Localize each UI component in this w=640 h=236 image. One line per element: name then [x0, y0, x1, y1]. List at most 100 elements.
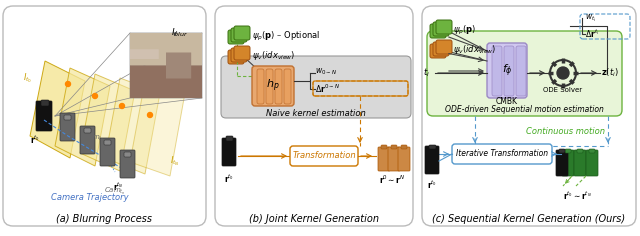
Text: (a) Blurring Process: (a) Blurring Process [56, 214, 152, 224]
Polygon shape [30, 61, 85, 158]
Text: $t_i$: $t_i$ [423, 67, 430, 79]
FancyBboxPatch shape [290, 146, 358, 166]
Text: $Cam_{t_0}$: $Cam_{t_0}$ [83, 132, 105, 143]
FancyBboxPatch shape [433, 42, 449, 56]
FancyBboxPatch shape [556, 150, 568, 176]
FancyBboxPatch shape [401, 145, 407, 149]
Text: Continuous motion: Continuous motion [525, 126, 605, 135]
FancyBboxPatch shape [422, 6, 636, 226]
FancyBboxPatch shape [221, 56, 411, 118]
FancyBboxPatch shape [562, 150, 574, 176]
Text: $I_{blur}$: $I_{blur}$ [172, 27, 189, 39]
FancyBboxPatch shape [378, 147, 390, 171]
Text: $Cam_{t_n}$: $Cam_{t_n}$ [104, 186, 126, 197]
FancyBboxPatch shape [436, 20, 452, 34]
Text: $\psi_p(\mathbf{p})$: $\psi_p(\mathbf{p})$ [453, 23, 476, 37]
Circle shape [557, 67, 569, 79]
FancyBboxPatch shape [589, 149, 595, 153]
Text: $\mathbf{r}^{t_0}$: $\mathbf{r}^{t_0}$ [427, 179, 437, 191]
FancyBboxPatch shape [231, 28, 247, 42]
Polygon shape [105, 78, 160, 174]
FancyBboxPatch shape [3, 6, 206, 226]
FancyBboxPatch shape [226, 136, 233, 141]
FancyBboxPatch shape [130, 33, 202, 66]
Text: $\psi_v(idx_{view})$: $\psi_v(idx_{view})$ [252, 50, 296, 63]
Text: $\psi_p(\mathbf{p})$ – Optional: $\psi_p(\mathbf{p})$ – Optional [252, 30, 320, 42]
Text: $w_{t_i}$: $w_{t_i}$ [585, 12, 596, 24]
FancyBboxPatch shape [266, 69, 273, 104]
Circle shape [120, 104, 125, 109]
FancyBboxPatch shape [130, 66, 202, 98]
Circle shape [147, 113, 152, 118]
Polygon shape [55, 68, 110, 166]
FancyBboxPatch shape [284, 69, 291, 104]
Text: $\mathbf{r}^{t_0}\sim\mathbf{r}^{t_N}$: $\mathbf{r}^{t_0}\sim\mathbf{r}^{t_N}$ [563, 190, 591, 202]
Text: $I_{t_0}$: $I_{t_0}$ [24, 71, 33, 85]
FancyBboxPatch shape [36, 101, 52, 131]
FancyBboxPatch shape [391, 145, 397, 149]
FancyBboxPatch shape [104, 140, 111, 145]
FancyBboxPatch shape [586, 150, 598, 176]
FancyBboxPatch shape [130, 33, 202, 98]
FancyBboxPatch shape [41, 100, 49, 106]
FancyBboxPatch shape [234, 26, 250, 40]
FancyBboxPatch shape [257, 69, 264, 104]
Polygon shape [80, 74, 135, 171]
FancyBboxPatch shape [574, 150, 586, 176]
FancyBboxPatch shape [84, 128, 91, 133]
Text: Camera Trajectory: Camera Trajectory [51, 194, 129, 202]
FancyBboxPatch shape [275, 69, 282, 104]
FancyBboxPatch shape [64, 115, 71, 120]
FancyBboxPatch shape [215, 6, 413, 226]
FancyBboxPatch shape [565, 149, 571, 153]
FancyBboxPatch shape [425, 146, 439, 174]
FancyBboxPatch shape [430, 44, 446, 58]
Text: Transformation: Transformation [292, 152, 356, 160]
Text: $\mathbf{r}^{t_N}$: $\mathbf{r}^{t_N}$ [113, 181, 124, 193]
FancyBboxPatch shape [80, 126, 95, 154]
Text: $\Delta\mathbf{r}^{t_i}$: $\Delta\mathbf{r}^{t_i}$ [585, 28, 599, 40]
FancyBboxPatch shape [492, 46, 502, 96]
Text: $\psi_v(idx_{view})$: $\psi_v(idx_{view})$ [453, 43, 497, 56]
Circle shape [93, 93, 97, 98]
FancyBboxPatch shape [222, 138, 236, 166]
FancyBboxPatch shape [124, 152, 131, 157]
FancyBboxPatch shape [577, 149, 583, 153]
FancyBboxPatch shape [516, 46, 526, 96]
FancyBboxPatch shape [166, 52, 191, 79]
Text: ODE-driven Sequential motion estimation: ODE-driven Sequential motion estimation [445, 105, 604, 114]
Text: (c) Sequential Kernel Generation (Ours): (c) Sequential Kernel Generation (Ours) [433, 214, 625, 224]
FancyBboxPatch shape [487, 43, 527, 98]
FancyBboxPatch shape [504, 46, 514, 96]
Polygon shape [130, 81, 185, 176]
FancyBboxPatch shape [100, 138, 115, 166]
FancyBboxPatch shape [388, 147, 400, 171]
Text: $h_p$: $h_p$ [266, 78, 280, 94]
FancyBboxPatch shape [430, 24, 446, 38]
FancyBboxPatch shape [60, 113, 75, 141]
Text: CMBK: CMBK [496, 97, 518, 105]
FancyBboxPatch shape [120, 150, 135, 178]
FancyBboxPatch shape [252, 66, 294, 106]
Text: $\mathbf{r}^{t_0}$: $\mathbf{r}^{t_0}$ [30, 134, 40, 146]
Text: (b) Joint Kernel Generation: (b) Joint Kernel Generation [249, 214, 379, 224]
Text: $I_{t_N}$: $I_{t_N}$ [170, 154, 180, 168]
FancyBboxPatch shape [433, 22, 449, 36]
Text: $\mathbf{z}(t_i)$: $\mathbf{z}(t_i)$ [601, 67, 619, 79]
FancyBboxPatch shape [436, 40, 452, 54]
FancyBboxPatch shape [228, 30, 244, 44]
FancyBboxPatch shape [228, 50, 244, 64]
FancyBboxPatch shape [559, 149, 565, 153]
Text: $\mathbf{r}^{0}\sim\mathbf{r}^{N}$: $\mathbf{r}^{0}\sim\mathbf{r}^{N}$ [379, 174, 405, 186]
FancyBboxPatch shape [231, 48, 247, 62]
Text: Iterative Transformation: Iterative Transformation [456, 149, 548, 159]
Text: $w_{0\sim N}$: $w_{0\sim N}$ [315, 67, 337, 77]
FancyBboxPatch shape [130, 49, 159, 59]
Text: ODE Solver: ODE Solver [543, 87, 582, 93]
FancyBboxPatch shape [234, 46, 250, 60]
FancyBboxPatch shape [427, 31, 622, 116]
Circle shape [65, 81, 70, 87]
Text: $\Delta\mathbf{r}^{0\sim N}$: $\Delta\mathbf{r}^{0\sim N}$ [315, 83, 340, 95]
Text: $\mathbf{r}^{t_0}$: $\mathbf{r}^{t_0}$ [224, 173, 234, 185]
FancyBboxPatch shape [452, 144, 552, 164]
